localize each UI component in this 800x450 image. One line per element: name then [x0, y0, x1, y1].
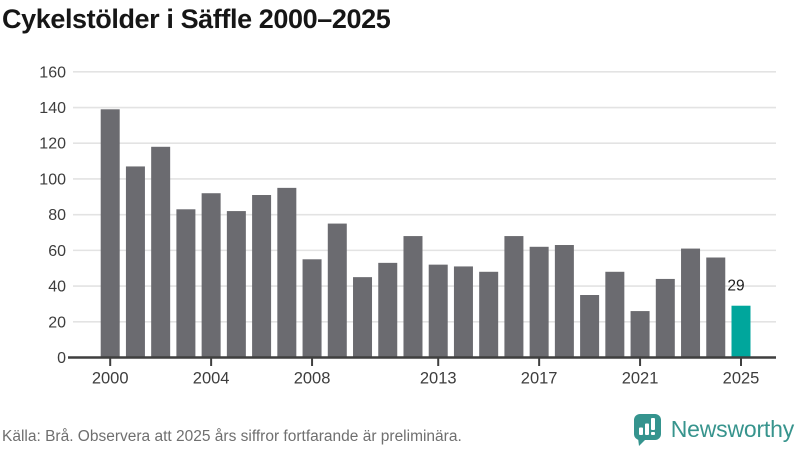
y-tick-label-80: 80 [48, 207, 66, 224]
y-tick-label-100: 100 [39, 171, 66, 188]
y-tick-label-20: 20 [48, 314, 66, 331]
bar-2010 [353, 277, 373, 358]
newsworthy-logo[interactable]: Newsworthy [633, 413, 794, 446]
bar-2021 [630, 311, 650, 358]
bar-2015 [479, 271, 499, 358]
chart-title: Cykelstölder i Säffle 2000–2025 [2, 4, 391, 34]
bar-2007 [277, 187, 297, 358]
y-tick-label-160: 160 [39, 64, 66, 81]
bar-2024 [706, 257, 726, 358]
bar-2023 [681, 248, 701, 358]
x-tick-label-2000: 2000 [92, 370, 129, 388]
x-tick-label-2017: 2017 [521, 370, 558, 388]
bar-2016 [504, 236, 524, 358]
bar-2012 [403, 236, 423, 358]
y-tick-label-40: 40 [48, 279, 66, 296]
newsworthy-icon [633, 414, 661, 446]
y-tick-label-0: 0 [57, 350, 66, 367]
newsworthy-wordmark: Newsworthy [670, 416, 794, 442]
bar-2001 [125, 166, 145, 358]
bar-2008 [302, 259, 322, 358]
bar-2020 [605, 271, 625, 358]
bar-2002 [151, 146, 171, 358]
bar-2019 [580, 295, 600, 358]
bar-2006 [252, 195, 272, 358]
x-tick-label-2025: 2025 [723, 370, 760, 388]
bar-2005 [226, 211, 246, 358]
bar-2013 [428, 264, 448, 358]
bar-2000 [100, 109, 120, 358]
x-tick-label-2004: 2004 [193, 370, 230, 388]
bar-chart: 0 20 40 60 80 100 120 140 160 2000 2004 2008 2013 201… [39, 64, 776, 388]
y-tick-label-60: 60 [48, 243, 66, 260]
x-tick-label-2008: 2008 [294, 370, 331, 388]
bar-2017 [529, 246, 549, 358]
x-tick-label-2013: 2013 [420, 370, 457, 388]
x-tick-label-2021: 2021 [622, 370, 659, 388]
source-note: Källa: Brå. Observera att 2025 års siffr… [2, 428, 462, 445]
bar-2009 [327, 223, 347, 358]
bar-2004 [201, 193, 221, 358]
bar-2018 [554, 245, 574, 358]
highlight-value-label: 29 [727, 278, 744, 295]
y-tick-label-120: 120 [39, 136, 66, 153]
bar-2003 [176, 209, 196, 358]
bar-2022 [655, 278, 675, 358]
y-tick-label-140: 140 [39, 100, 66, 117]
bar-2011 [378, 262, 398, 358]
bar-2014 [453, 266, 473, 358]
bar-2025 [731, 305, 751, 358]
